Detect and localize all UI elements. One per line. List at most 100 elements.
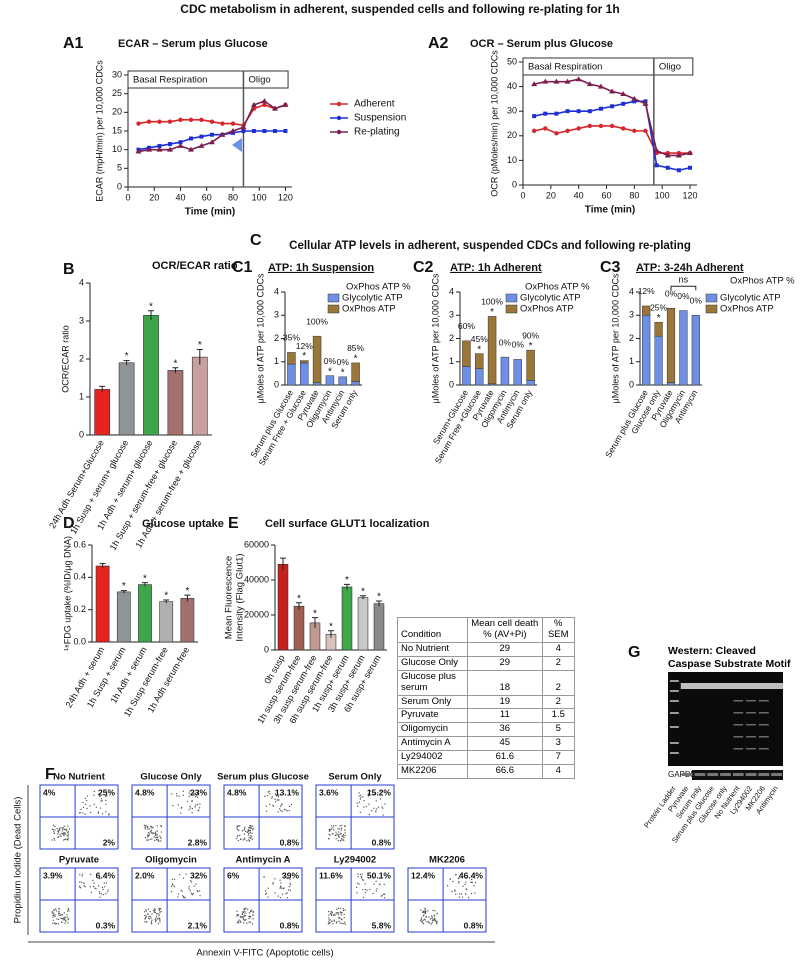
event-dot: [58, 914, 60, 916]
event-dot: [286, 892, 288, 894]
event-dot: [289, 878, 291, 880]
event-dot: [150, 829, 152, 831]
table-cell: 45: [467, 736, 543, 752]
event-dot: [334, 914, 336, 916]
event-dot: [336, 922, 338, 924]
significance-label: ns: [679, 275, 689, 285]
event-dot: [368, 803, 370, 805]
event-dot: [243, 837, 245, 839]
data-point: [261, 98, 268, 104]
panel-label: A2: [428, 35, 449, 52]
data-point: [177, 142, 184, 148]
event-dot: [82, 802, 84, 804]
event-dot: [280, 805, 282, 807]
event-dot: [360, 794, 362, 796]
event-dot: [281, 810, 283, 813]
event-dot: [145, 915, 147, 917]
y-tick-label: 2: [79, 353, 84, 363]
event-dot: [148, 915, 150, 917]
event-dot: [152, 832, 154, 834]
event-dot: [99, 807, 101, 809]
x-tick-label: 20: [546, 190, 556, 200]
event-dot: [194, 792, 196, 794]
event-dot: [455, 874, 457, 876]
bar: [94, 389, 111, 436]
event-dot: [362, 796, 364, 798]
event-dot: [359, 798, 361, 800]
event-dot: [333, 920, 335, 922]
event-dot: [249, 915, 251, 917]
event-dot: [57, 912, 60, 915]
event-dot: [180, 812, 182, 814]
event-dot: [358, 795, 360, 797]
event-dot: [249, 916, 251, 918]
event-dot: [289, 884, 292, 886]
table-cell: 61.6: [467, 750, 543, 766]
event-dot: [363, 806, 365, 808]
significance-mark: *: [657, 313, 661, 324]
table-cell: 19: [467, 694, 543, 710]
event-dot: [379, 883, 381, 885]
event-dot: [343, 839, 345, 842]
data-point: [240, 124, 247, 130]
event-dot: [171, 793, 173, 795]
event-dot: [337, 828, 339, 830]
event-dot: [188, 888, 190, 890]
gapdh-band: [720, 773, 731, 776]
event-dot: [198, 890, 201, 892]
event-dot: [328, 911, 330, 913]
event-dot: [279, 794, 282, 796]
event-dot: [242, 911, 245, 913]
event-dot: [247, 829, 250, 832]
event-dot: [101, 886, 104, 888]
significance-mark: *: [185, 586, 189, 597]
panel-title: Cellular ATP levels in adherent, suspend…: [289, 240, 691, 252]
quadrant-percent: 0.8%: [280, 920, 300, 930]
event-dot: [281, 804, 283, 806]
table-cell: MK2206: [396, 764, 469, 780]
event-dot: [67, 922, 69, 924]
event-dot: [63, 834, 65, 837]
event-dot: [287, 877, 289, 879]
quadrant-percent: 46.4%: [459, 870, 484, 880]
event-dot: [344, 923, 347, 925]
event-dot: [153, 910, 156, 912]
event-dot: [100, 800, 102, 802]
event-dot: [436, 921, 438, 923]
table-cell: 7: [541, 750, 576, 766]
event-dot: [147, 834, 149, 836]
bar: [167, 370, 184, 436]
significance-mark: *: [149, 301, 153, 312]
event-dot: [158, 919, 161, 921]
event-dot: [356, 882, 359, 884]
event-dot: [178, 795, 180, 797]
event-dot: [332, 825, 335, 827]
event-dot: [144, 914, 146, 917]
event-dot: [238, 922, 240, 924]
table-header-row: Condition Mean cell death % (AV+Pi)% SEM: [396, 617, 576, 643]
data-point: [598, 123, 604, 129]
event-dot: [105, 791, 107, 793]
event-dot: [64, 829, 66, 831]
event-dot: [458, 893, 461, 895]
event-dot: [280, 882, 282, 884]
event-dot: [331, 911, 333, 913]
chart-title: ATP: 3-24h Adherent: [636, 262, 744, 274]
event-dot: [422, 923, 424, 925]
x-tick-label: 60: [202, 192, 212, 202]
oxphos-percent: 12%: [638, 286, 655, 296]
event-dot: [331, 828, 333, 830]
event-dot: [369, 888, 371, 891]
event-dot: [341, 919, 343, 921]
event-dot: [365, 806, 367, 808]
significance-mark: *: [377, 592, 381, 603]
western-title: Western: Cleaved Caspase Substrate Motif: [668, 645, 791, 670]
significance-mark: *: [361, 586, 365, 597]
event-dot: [420, 918, 422, 921]
event-dot: [145, 826, 147, 828]
event-dot: [240, 921, 242, 923]
event-dot: [250, 835, 252, 837]
event-dot: [145, 910, 147, 912]
data-point: [676, 168, 681, 173]
gapdh-band: [745, 773, 757, 776]
